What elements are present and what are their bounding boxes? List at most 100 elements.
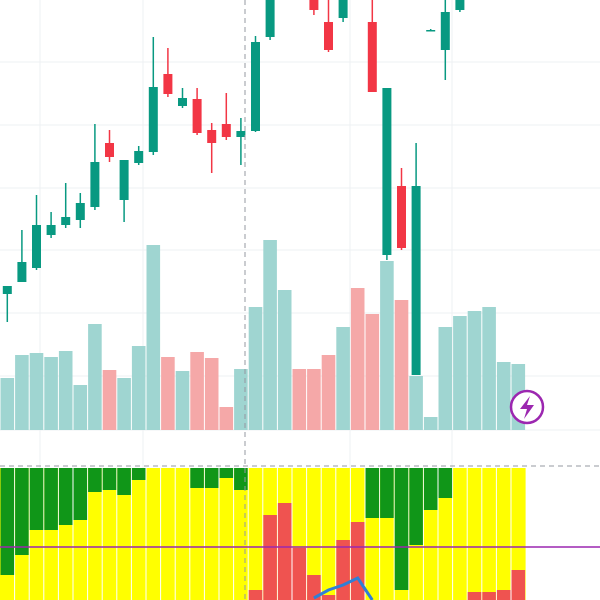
volume-bar (307, 369, 321, 430)
indicator-bar (15, 468, 29, 555)
volume-bar (219, 407, 234, 430)
candle-body (17, 262, 27, 282)
volume-bar (58, 351, 73, 430)
volume-bar (131, 346, 146, 430)
candle-body (236, 131, 246, 137)
volume-bar (73, 385, 88, 430)
volume-bar (0, 378, 15, 430)
indicator-bar (131, 468, 146, 480)
indicator-bar (204, 468, 219, 488)
volume-bar (175, 371, 190, 430)
indicator-bar (467, 592, 482, 600)
indicator-bar (58, 468, 73, 525)
indicator-bar (350, 522, 365, 600)
volume-bar (438, 327, 453, 430)
indicator-bar (365, 468, 380, 518)
volume-bar (277, 290, 292, 430)
candle-body (178, 98, 187, 106)
lightning-icon (520, 396, 534, 419)
indicator-line (313, 576, 374, 600)
indicator-bar (496, 590, 511, 600)
candle-body (338, 0, 348, 18)
candle-body (251, 42, 260, 131)
candle-body (32, 225, 41, 268)
volume-bar (117, 378, 131, 430)
indicator-bar (248, 590, 263, 600)
volume-bar (146, 245, 161, 430)
indicator-bar (307, 575, 321, 600)
indicator-bar (380, 468, 394, 518)
indicator-bar (190, 468, 204, 488)
candle-body (75, 203, 85, 220)
candle-body (309, 0, 319, 10)
volume-bar (409, 376, 423, 430)
candle-body (90, 162, 100, 207)
volume-bar (88, 324, 102, 430)
volume-bar (234, 369, 248, 430)
indicator-bar (394, 468, 409, 590)
indicator-bar (482, 592, 496, 600)
indicator-bar (0, 468, 15, 575)
indicator-bar (234, 468, 248, 490)
indicator-bar (73, 468, 88, 520)
candle-body (397, 186, 406, 248)
indicator-bar (292, 548, 307, 600)
candle-body (192, 99, 202, 133)
volume-bar (350, 288, 365, 430)
indicator-bar (44, 468, 58, 530)
indicator-bar (321, 595, 336, 600)
candle-body (119, 160, 129, 200)
volume-bar (161, 357, 175, 430)
candle-body (105, 143, 114, 157)
volume-bar (102, 370, 117, 430)
volume-bar (496, 362, 511, 430)
volume-bar (321, 355, 336, 430)
indicator-bar (88, 468, 102, 492)
indicator-bar (219, 468, 234, 478)
volume-bar (380, 261, 394, 430)
volume-bar (365, 314, 380, 430)
volume-bar (248, 307, 263, 430)
replay-button[interactable] (509, 389, 545, 425)
candle-body (324, 22, 333, 50)
indicator-bar (277, 503, 292, 600)
candle-body (440, 12, 450, 50)
candle-body (148, 87, 158, 152)
indicator-bar (511, 570, 526, 600)
volume-bar (482, 307, 496, 430)
candle-body (455, 0, 465, 10)
volume-bar (263, 240, 277, 430)
candle-body (61, 217, 71, 225)
candle-body (163, 74, 173, 94)
indicator-bar (263, 515, 277, 600)
candle-body (2, 286, 12, 294)
volume-bar (453, 316, 467, 430)
volume-bar (292, 369, 307, 430)
candle-body (46, 225, 56, 235)
candle-body (134, 151, 144, 163)
indicator-bar (409, 468, 423, 545)
volume-bar (394, 300, 409, 430)
candle-body (411, 186, 421, 375)
indicator-bar (423, 468, 438, 510)
candle-body (426, 30, 436, 32)
indicator-pane (0, 468, 600, 600)
candle-body (221, 124, 231, 137)
volume-bar (336, 327, 350, 430)
volume-bar (190, 352, 204, 430)
candle-body (265, 0, 275, 37)
indicator-bar (336, 540, 350, 600)
indicator-bar (438, 468, 453, 498)
candle-body (207, 130, 217, 143)
volume-bar (44, 357, 58, 430)
volume-bar (467, 311, 482, 430)
volume-bar (15, 355, 29, 430)
price-pane (0, 0, 526, 430)
candle-body (382, 88, 392, 255)
indicator-bar (102, 468, 117, 490)
indicator-bar (29, 468, 44, 530)
volume-bar (204, 358, 219, 430)
candle-body (367, 22, 377, 92)
